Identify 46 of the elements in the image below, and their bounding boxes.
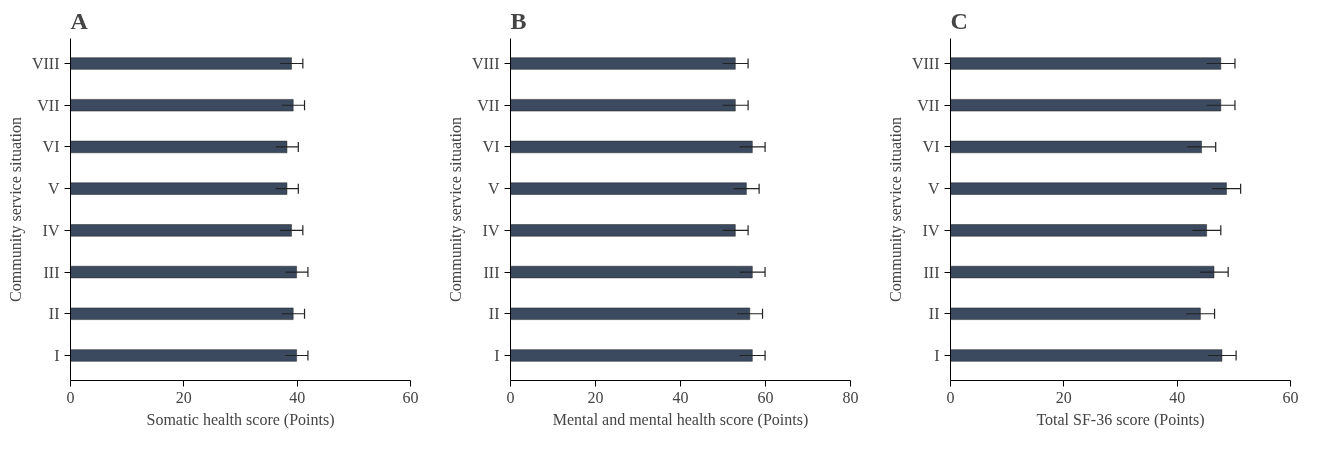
x-tick-label: 40 xyxy=(1169,388,1186,406)
y-tick-label: IV xyxy=(922,221,940,239)
x-tick-label: 60 xyxy=(402,388,419,406)
y-axis-title: Community service situation xyxy=(446,117,465,302)
y-tick-label: VI xyxy=(922,138,940,156)
y-tick-label: I xyxy=(494,346,500,364)
chart-title: A xyxy=(70,7,89,34)
y-tick-label: VI xyxy=(42,138,60,156)
x-tick-label: 60 xyxy=(1282,388,1299,406)
y-tick-label: VI xyxy=(482,138,500,156)
y-tick-label: IV xyxy=(42,221,60,239)
y-tick-label: V xyxy=(927,180,940,198)
x-tick-label: 80 xyxy=(842,388,859,406)
y-tick-label: I xyxy=(54,346,60,364)
x-axis-title: Total SF-36 score (Points) xyxy=(1036,410,1205,429)
y-tick-label: VIII xyxy=(471,55,500,73)
y-axis-title: Community service situation xyxy=(6,117,25,302)
y-tick-label: VII xyxy=(37,96,60,114)
y-tick-label: III xyxy=(43,263,60,281)
x-tick-label: 40 xyxy=(289,388,306,406)
chart-title: B xyxy=(510,7,527,34)
y-tick-label: VIII xyxy=(31,55,60,73)
chart-title: C xyxy=(950,7,968,34)
y-tick-label: I xyxy=(934,346,940,364)
x-tick-label: 0 xyxy=(946,388,955,406)
x-axis-title: Somatic health score (Points) xyxy=(146,410,335,429)
y-tick-label: VII xyxy=(477,96,500,114)
x-tick-label: 0 xyxy=(66,388,75,406)
x-tick-label: 20 xyxy=(1055,388,1072,406)
y-tick-label: VII xyxy=(917,96,940,114)
y-tick-label: IV xyxy=(482,221,500,239)
x-tick-label: 20 xyxy=(175,388,192,406)
x-tick-label: 40 xyxy=(672,388,689,406)
y-tick-label: III xyxy=(483,263,500,281)
y-tick-label: II xyxy=(48,305,60,323)
x-tick-label: 20 xyxy=(587,388,604,406)
y-tick-label: III xyxy=(923,263,940,281)
y-tick-label: II xyxy=(488,305,500,323)
x-axis-title: Mental and mental health score (Points) xyxy=(552,410,809,429)
y-axis-title: Community service situation xyxy=(886,117,905,302)
y-tick-label: II xyxy=(928,305,940,323)
y-tick-label: VIII xyxy=(911,55,940,73)
y-tick-label: V xyxy=(47,180,60,198)
y-tick-label: V xyxy=(487,180,500,198)
x-tick-label: 0 xyxy=(506,388,515,406)
x-tick-label: 60 xyxy=(757,388,774,406)
